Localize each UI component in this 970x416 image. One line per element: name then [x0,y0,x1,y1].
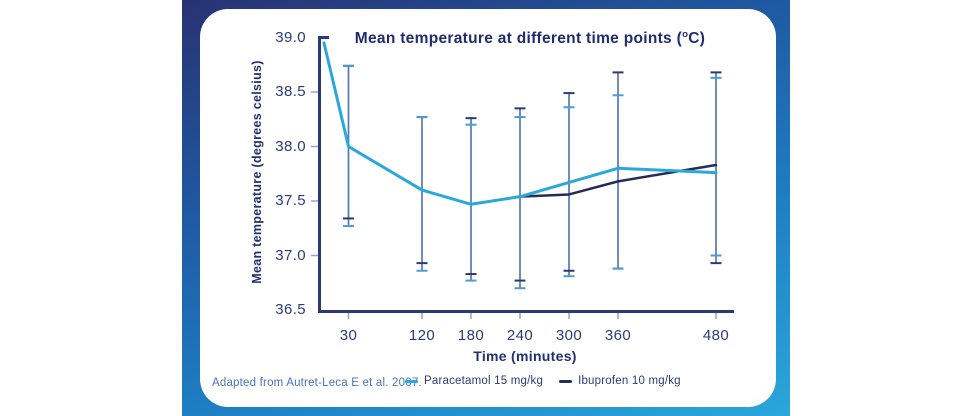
legend-item: Paracetamol 15 mg/kg [405,375,543,387]
y-tick-label: 38.5 [275,83,306,100]
legend-dash-icon [559,379,573,383]
legend-dash-icon [405,379,418,383]
x-tick-label: 480 [702,327,730,344]
chart-title-suffix: C) [688,30,706,48]
x-tick-label: 120 [408,327,436,344]
chart-title: Mean temperature at different time point… [320,29,740,48]
legend-label: Ibuprofen 10 mg/kg [578,375,681,387]
legend-label: Paracetamol 15 mg/kg [424,375,544,387]
y-axis-label: Mean temperature (degrees celsius) [250,60,264,284]
x-axis-label: Time (minutes) [473,348,577,364]
x-tick-label: 240 [506,327,534,344]
y-tick-label: 39.0 [275,28,306,46]
x-tick-label: 30 [339,327,358,344]
y-tick-label: 38.0 [275,137,306,155]
y-tick-label: 37.0 [275,246,306,264]
y-tick-label: 37.5 [275,192,306,209]
chart-title-text: Mean temperature at different time point… [354,30,683,48]
y-tick-label: 36.5 [275,301,306,318]
degree-superscript: o [682,29,689,40]
legend-item: Ibuprofen 10 mg/kg [559,375,681,387]
x-tick-label: 300 [555,327,583,344]
x-tick-label: 180 [457,327,485,344]
source-note: Adapted from Autret-Leca E et al. 2007. [212,377,422,389]
x-tick-label: 360 [604,327,632,344]
legend: Paracetamol 15 mg/kg Ibuprofen 10 mg/kg [405,375,681,387]
